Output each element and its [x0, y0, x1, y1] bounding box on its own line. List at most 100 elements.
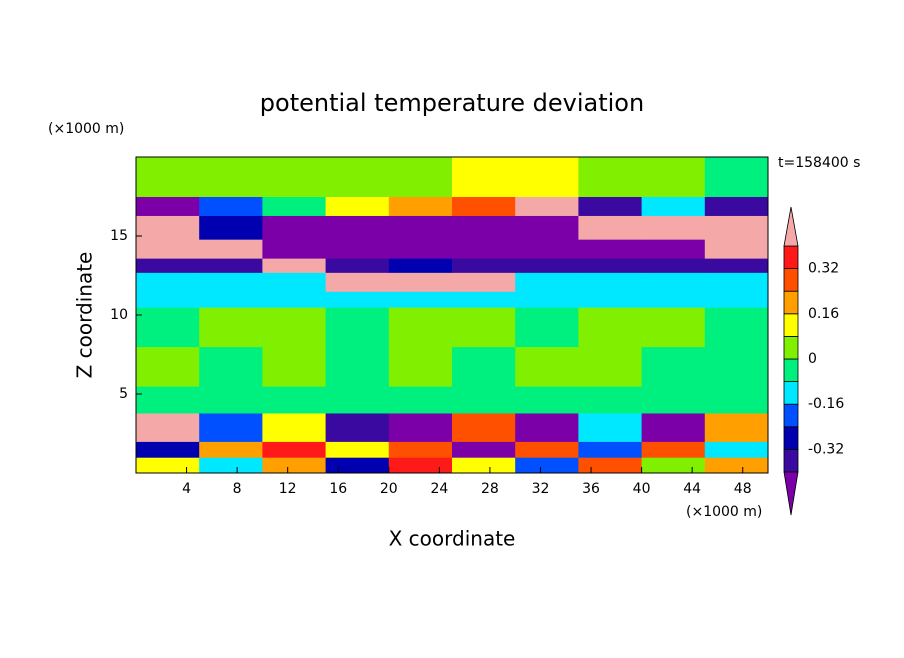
field-cell	[199, 215, 263, 240]
y-unit: (×1000 m)	[48, 121, 124, 137]
field-cell	[262, 307, 327, 348]
field-cell	[578, 196, 643, 216]
field-cell	[641, 272, 706, 292]
field-cell	[325, 239, 390, 259]
colorbar-tick-label: -0.16	[808, 396, 844, 412]
colorbar-box	[783, 313, 799, 337]
y-tick-label: 10	[110, 307, 128, 323]
field-cell	[262, 412, 327, 442]
field-cell	[452, 157, 516, 197]
colorbar-triangle	[783, 206, 799, 247]
field-cell	[578, 386, 643, 414]
field-cell	[452, 386, 516, 414]
colorbar-box	[783, 245, 799, 270]
y-axis-title: Z coordinate	[73, 252, 97, 379]
field-cell	[325, 291, 390, 308]
field-cell	[704, 386, 769, 414]
x-tick-label: 40	[633, 481, 651, 497]
field-cell	[515, 196, 579, 216]
field-cell	[199, 412, 263, 442]
field-cell	[388, 412, 453, 442]
field-cell	[704, 412, 769, 442]
field-cell	[452, 412, 516, 442]
field-cell	[515, 272, 579, 292]
colorbar-triangle	[783, 471, 799, 516]
field-cell	[136, 272, 200, 292]
field-cell	[136, 157, 200, 197]
field-cell	[515, 291, 579, 308]
field-cell	[199, 307, 263, 348]
field-cell	[136, 307, 200, 348]
field-cell	[641, 412, 706, 442]
field-cell	[704, 291, 769, 308]
field-cell	[641, 346, 706, 387]
field-cell	[199, 441, 263, 458]
field-cell	[641, 196, 706, 216]
field-cell	[452, 307, 516, 348]
field-cell	[515, 346, 579, 387]
field-cell	[199, 272, 263, 292]
field-cell	[641, 157, 706, 197]
field-cell	[325, 412, 390, 442]
field-cell	[199, 346, 263, 387]
colorbar-tick-label: -0.32	[808, 441, 844, 457]
colorbar-box	[783, 268, 799, 292]
field-cell	[515, 386, 579, 414]
time-label: t=158400 s	[778, 155, 860, 171]
field-cell	[704, 307, 769, 348]
field-cell	[262, 196, 327, 216]
field-cell	[325, 215, 390, 240]
field-cell	[704, 258, 769, 273]
colorbar-box	[783, 426, 799, 450]
field-cell	[325, 386, 390, 414]
field-cell	[704, 157, 769, 197]
field-cell	[136, 291, 200, 308]
field-cell	[452, 441, 516, 458]
field-cell	[199, 386, 263, 414]
field-cell	[388, 157, 453, 197]
y-tick-label: 5	[119, 386, 128, 402]
colorbar-box	[783, 335, 799, 360]
field-cell	[199, 291, 263, 308]
field-cell	[136, 239, 200, 259]
field-cell	[578, 272, 643, 292]
x-tick-label: 4	[182, 481, 191, 497]
field-cell	[578, 441, 643, 458]
field-cell	[388, 441, 453, 458]
field-cell	[578, 457, 643, 474]
field-cell	[262, 457, 327, 474]
field-cell	[136, 441, 200, 458]
field-cell	[325, 441, 390, 458]
field-cell	[136, 258, 200, 273]
field-cell	[388, 291, 453, 308]
field-cell	[136, 386, 200, 414]
field-cell	[262, 258, 327, 273]
colorbar-box	[783, 290, 799, 315]
field-cell	[452, 196, 516, 216]
colorbar-box	[783, 448, 799, 473]
x-tick-label: 8	[233, 481, 242, 497]
field-cell	[325, 157, 390, 197]
field-cell	[325, 272, 390, 292]
field-cell	[388, 346, 453, 387]
field-cell	[578, 215, 643, 240]
field-cell	[578, 346, 643, 387]
field-cell	[515, 215, 579, 240]
field-cell	[262, 291, 327, 308]
colorbar-tick-label: 0.32	[808, 261, 839, 277]
field-cell	[704, 272, 769, 292]
field-cell	[515, 457, 579, 474]
field-cell	[388, 196, 453, 216]
field-cell	[578, 412, 643, 442]
field-cell	[515, 157, 579, 197]
field-cell	[136, 346, 200, 387]
field-cell	[452, 239, 516, 259]
x-tick-label: 48	[734, 481, 752, 497]
field-cell	[325, 346, 390, 387]
field-cell	[515, 258, 579, 273]
field-cell	[704, 215, 769, 240]
x-tick-label: 12	[279, 481, 297, 497]
field-cell	[325, 307, 390, 348]
field-cell	[704, 346, 769, 387]
